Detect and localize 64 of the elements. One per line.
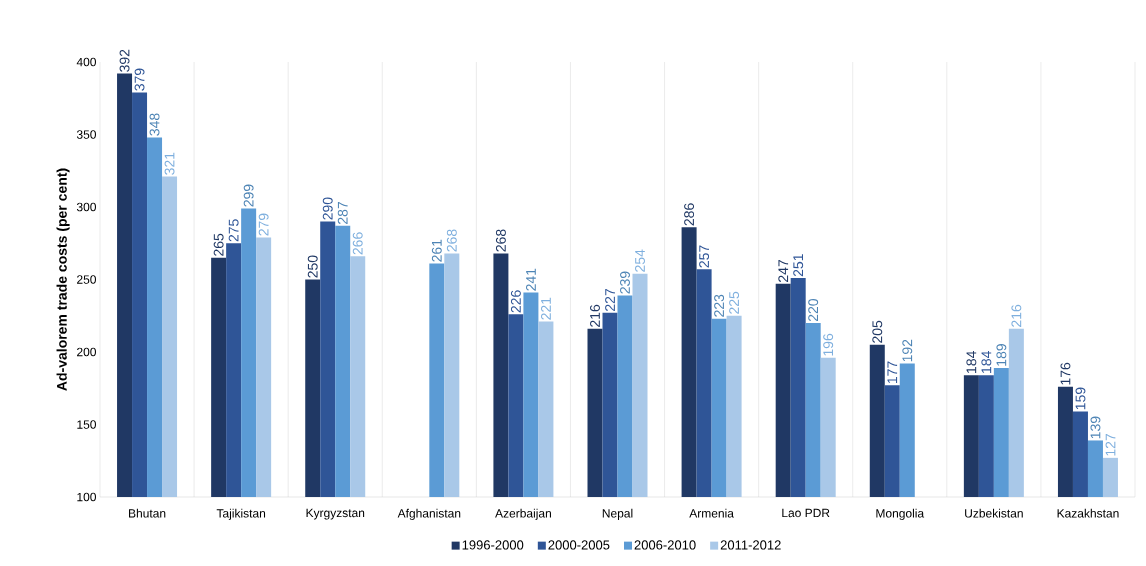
x-tick-label: Kazakhstan	[1057, 508, 1119, 518]
x-tick-label: Tajikistan	[216, 508, 266, 520]
y-tick-label: 250	[77, 275, 96, 284]
y-tick-label: 350	[76, 130, 96, 139]
data-label: 257	[699, 245, 710, 268]
data-label: 221	[541, 297, 551, 320]
legend-label: 2011-2012	[720, 540, 781, 550]
data-label: 275	[228, 219, 239, 242]
y-tick-label: 100	[77, 492, 96, 502]
data-label: 268	[495, 229, 506, 252]
data-label: 177	[887, 361, 898, 384]
data-label: 392	[119, 49, 130, 72]
data-label: 254	[635, 249, 645, 272]
y-tick-label: 150	[77, 420, 96, 429]
data-label: 261	[431, 239, 442, 262]
data-label: 287	[337, 201, 348, 224]
data-label: 251	[793, 254, 804, 277]
data-label: 192	[902, 339, 913, 362]
y-tick-label: 200	[77, 347, 96, 357]
data-label: 299	[243, 184, 254, 207]
x-tick-label: Nepal	[602, 508, 633, 520]
data-label: 216	[590, 304, 600, 327]
data-label: 265	[213, 233, 224, 256]
data-label: 159	[1075, 387, 1086, 410]
y-axis-title: Ad-valorem trade costs (per cent)	[56, 168, 70, 391]
x-tick-label: Kyrgyzstan	[306, 508, 365, 520]
x-tick-label: Mongolia	[876, 508, 925, 520]
legend-label: 2006-2010	[634, 540, 696, 550]
data-label: 220	[808, 298, 819, 322]
data-label: 266	[352, 232, 363, 255]
legend-label: 2000-2005	[548, 540, 610, 550]
data-label: 196	[823, 333, 834, 356]
data-label: 239	[620, 271, 630, 294]
data-label: 205	[872, 320, 883, 343]
data-label: 250	[307, 255, 318, 278]
y-tick-label: 400	[76, 57, 96, 67]
data-label: 286	[684, 203, 695, 226]
data-label: 216	[1011, 304, 1022, 327]
data-label: 379	[134, 68, 145, 91]
data-label: 241	[526, 268, 536, 291]
legend-label: 1996-2000	[462, 540, 524, 550]
data-label: 225	[729, 291, 740, 314]
data-label: 226	[510, 290, 521, 313]
data-label: 184	[966, 351, 977, 373]
data-label: 290	[322, 197, 333, 220]
data-label: 189	[996, 344, 1007, 366]
data-label: 176	[1060, 362, 1071, 385]
data-label: 227	[605, 288, 615, 311]
x-tick-label: Afghanistan	[397, 508, 461, 520]
x-tick-label: Uzbekistan	[965, 508, 1023, 518]
data-label: 139	[1090, 416, 1101, 439]
data-label: 279	[258, 213, 269, 236]
data-label: 223	[714, 294, 725, 317]
x-tick-label: Armenia	[689, 508, 734, 518]
x-tick-label: Bhutan	[129, 508, 166, 518]
data-label: 348	[149, 113, 160, 136]
data-label: 247	[778, 259, 789, 282]
x-tick-label: Lao PDR	[782, 508, 830, 518]
x-tick-label: Azerbaijan	[495, 508, 551, 520]
data-label: 268	[446, 229, 457, 252]
data-label: 184	[981, 351, 992, 373]
y-tick-label: 300	[76, 202, 96, 212]
data-label: 321	[164, 152, 175, 175]
data-label: 127	[1105, 433, 1116, 456]
